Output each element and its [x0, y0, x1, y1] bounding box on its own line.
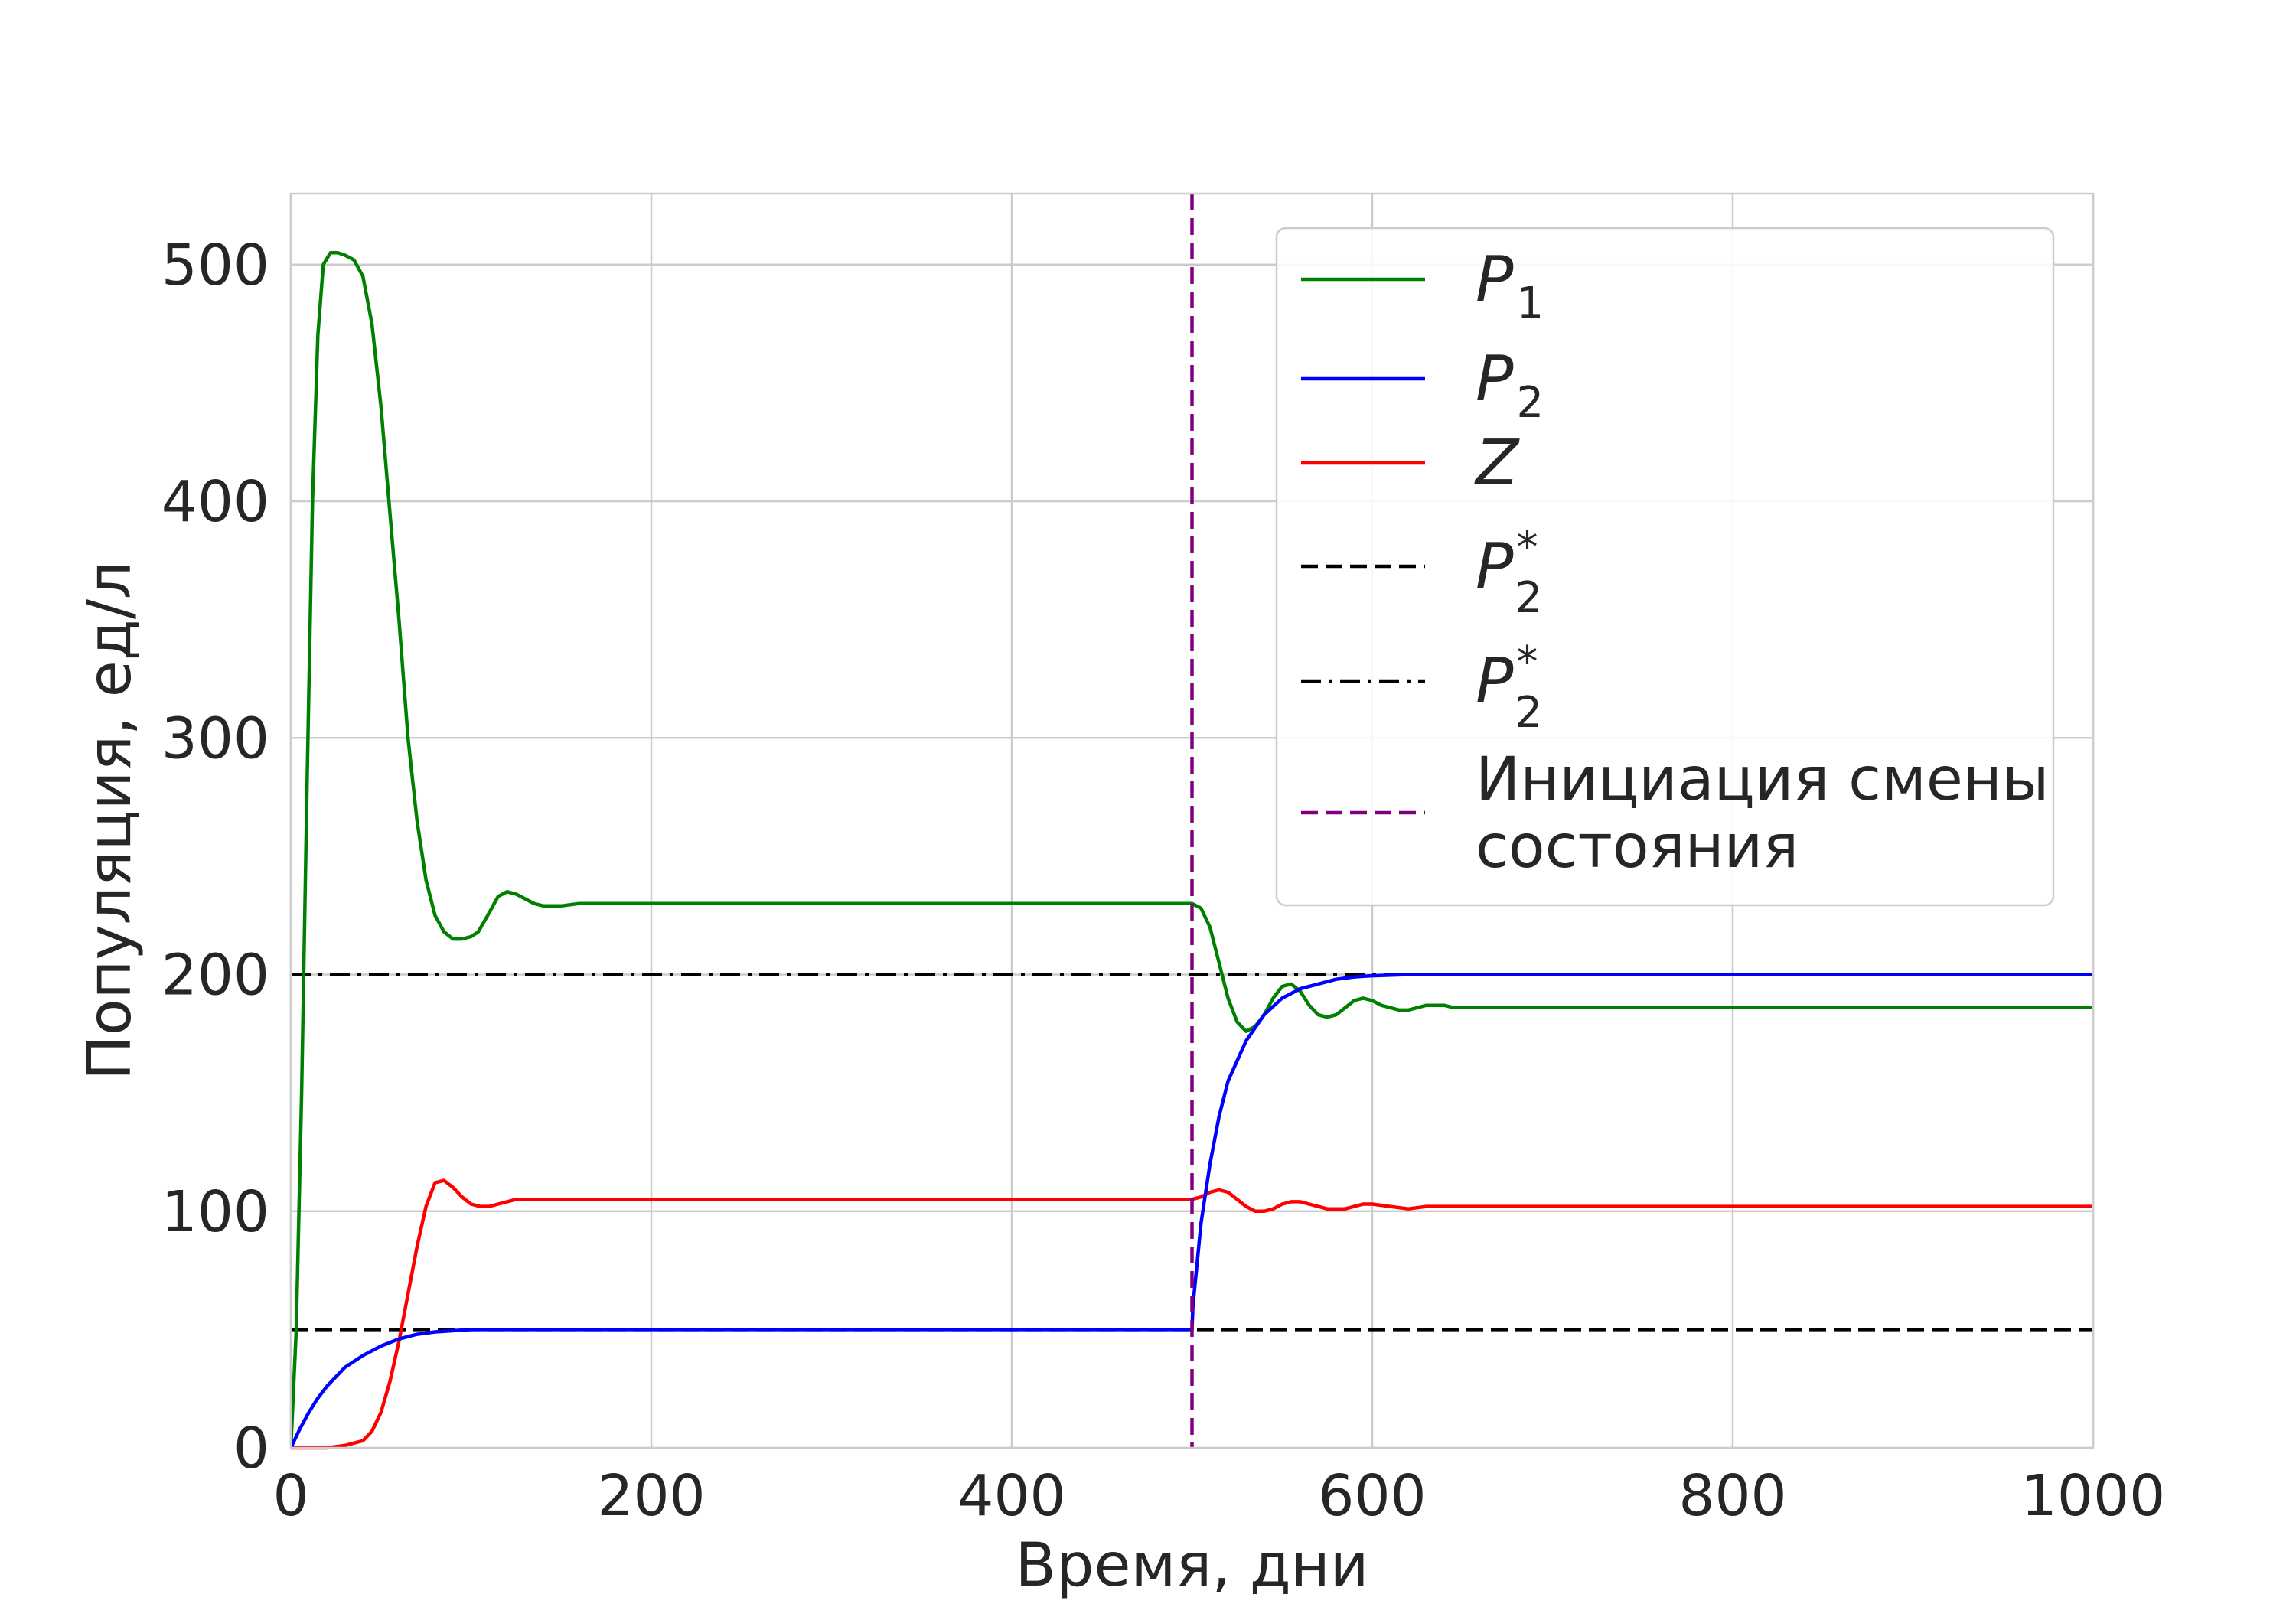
legend-label-vertical-marker-line2: состояния — [1476, 813, 1799, 882]
legend-box — [1275, 227, 2055, 907]
y-tick-label: 100 — [161, 1179, 269, 1245]
x-tick-label: 400 — [957, 1463, 1065, 1529]
legend-symbol: P — [1476, 645, 1514, 718]
x-tick-label: 1000 — [2021, 1463, 2165, 1529]
x-tick-label: 800 — [1678, 1463, 1786, 1529]
x-tick-labels: 0 200 400 600 800 1000 — [272, 1463, 2165, 1529]
y-tick-label: 400 — [161, 469, 269, 535]
x-tick-label: 0 — [272, 1463, 308, 1529]
legend-label-3: P* 2 — [1476, 523, 1542, 623]
x-tick-label: 600 — [1318, 1463, 1426, 1529]
series-line-2 — [291, 1178, 2093, 1450]
legend-symbol: Z — [1474, 427, 1520, 500]
legend-subscript: 2 — [1516, 378, 1544, 428]
y-tick-labels: 0 100 200 300 400 500 — [161, 233, 269, 1482]
y-tick-label: 500 — [161, 233, 269, 298]
plot-border — [289, 192, 2095, 1449]
y-tick-label: 200 — [161, 943, 269, 1009]
series-line-0 — [291, 251, 2093, 1449]
x-axis-label: Время, дни — [1016, 1531, 1369, 1600]
legend-symbol: P — [1476, 343, 1514, 416]
legend-label-1: P2 — [1476, 343, 1544, 428]
legend-label-4: P* 2 — [1476, 637, 1542, 738]
legend-subscript: 2 — [1515, 688, 1542, 738]
y-axis-label: Популяция, ед/л — [76, 561, 145, 1081]
legend-superscript: * — [1516, 523, 1538, 572]
series-layer — [291, 194, 2093, 1450]
x-tick-label: 200 — [597, 1463, 705, 1529]
y-tick-label: 300 — [161, 706, 269, 771]
legend-subscript: 2 — [1515, 573, 1542, 623]
legend-superscript: * — [1516, 637, 1538, 687]
axes — [289, 192, 2095, 1449]
legend-symbol: P — [1476, 530, 1514, 603]
legend-label-2: Z — [1474, 427, 1520, 500]
legend-label-0: P1 — [1476, 243, 1544, 328]
legend-subscript: 1 — [1516, 279, 1544, 328]
legend-label-vertical-marker-line1: Инициация смены — [1476, 745, 2049, 814]
legend-symbol: P — [1476, 243, 1514, 316]
y-tick-label: 0 — [233, 1416, 269, 1482]
